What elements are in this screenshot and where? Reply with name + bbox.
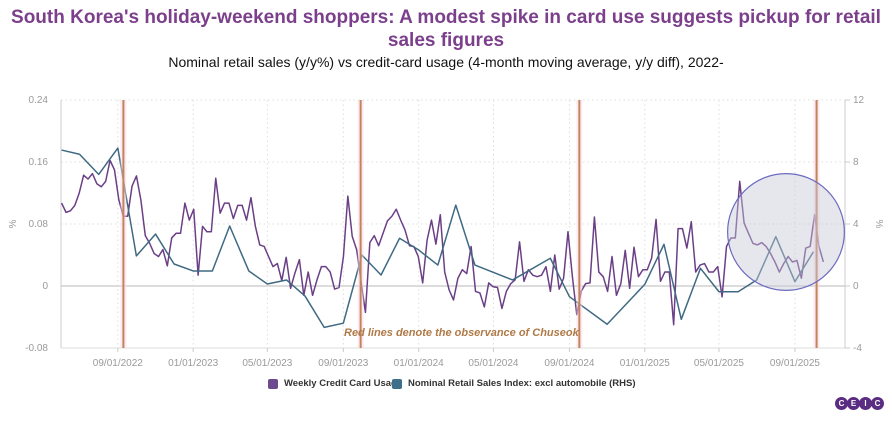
y-left-tick-label: 0 bbox=[42, 281, 48, 292]
logo-letter: I bbox=[859, 397, 872, 410]
x-tick-label: 05/01/2025 bbox=[694, 358, 744, 369]
y-left-tick-label: -0.08 bbox=[25, 343, 48, 354]
legend-item-credit-card[interactable]: Weekly Credit Card Usage bbox=[268, 378, 402, 389]
y-left-tick-label: 0.24 bbox=[29, 95, 49, 106]
x-tick-label: 09/01/2025 bbox=[770, 358, 820, 369]
logo-letter: C bbox=[871, 397, 884, 410]
series-line-retail-sales bbox=[61, 147, 815, 329]
ceic-logo: C E I C bbox=[835, 397, 884, 410]
y-right-tick-label: 4 bbox=[853, 219, 859, 230]
y-right-tick-label: -4 bbox=[853, 343, 862, 354]
y-right-tick-label: 0 bbox=[853, 281, 859, 292]
y-right-axis-label: % bbox=[873, 220, 884, 229]
logo-letter: C bbox=[835, 397, 848, 410]
x-tick-label: 09/01/2022 bbox=[93, 358, 143, 369]
x-tick-label: 01/01/2023 bbox=[168, 358, 218, 369]
y-left-tick-label: 0.16 bbox=[29, 157, 49, 168]
legend-label: Nominal Retail Sales Index: excl automob… bbox=[408, 378, 636, 389]
y-right-tick-label: 12 bbox=[853, 95, 865, 106]
y-right-tick-label: 8 bbox=[853, 157, 859, 168]
highlight-circle bbox=[727, 173, 845, 291]
logo-letter: E bbox=[847, 397, 860, 410]
annotation-text: Red lines denote the observance of Chuse… bbox=[344, 327, 580, 339]
y-left-axis-label: % bbox=[8, 219, 19, 228]
x-tick-label: 09/01/2024 bbox=[544, 358, 594, 369]
chart-subtitle: Nominal retail sales (y/y%) vs credit-ca… bbox=[168, 54, 724, 70]
x-tick-label: 05/01/2023 bbox=[242, 358, 292, 369]
legend-item-retail-sales[interactable]: Nominal Retail Sales Index: excl automob… bbox=[392, 378, 636, 389]
series-line-credit-card bbox=[60, 159, 825, 326]
y-left-tick-label: 0.08 bbox=[29, 219, 49, 230]
x-tick-label: 05/01/2024 bbox=[468, 358, 518, 369]
x-tick-label: 09/01/2023 bbox=[318, 358, 368, 369]
legend-swatch bbox=[268, 378, 278, 389]
x-tick-label: 01/01/2025 bbox=[620, 358, 670, 369]
chart-title: South Korea's holiday-weekend shoppers: … bbox=[11, 7, 881, 51]
legend-label: Weekly Credit Card Usage bbox=[284, 378, 403, 389]
legend-swatch bbox=[392, 378, 402, 389]
x-tick-label: 01/01/2024 bbox=[394, 358, 444, 369]
